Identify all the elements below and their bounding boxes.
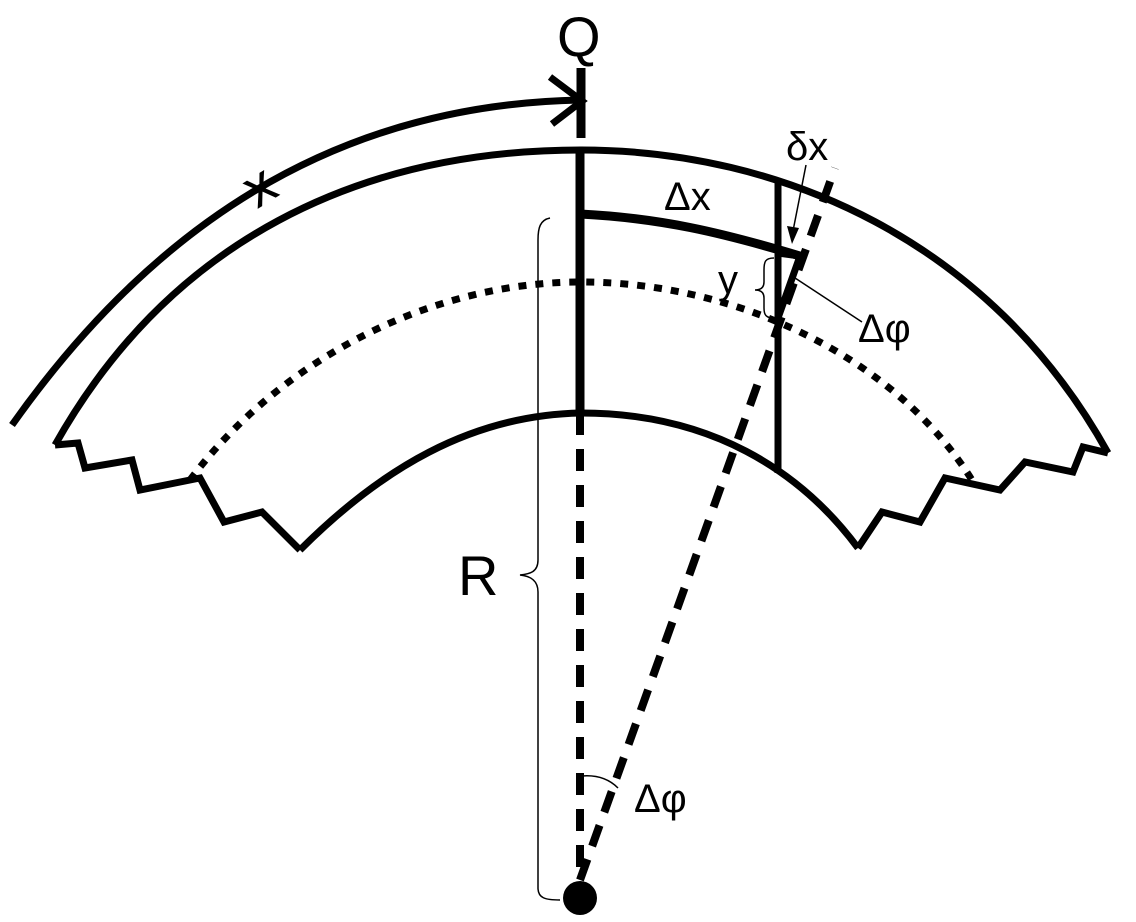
beam-right-break <box>855 442 1109 550</box>
label-delta-x: Δx <box>664 175 711 219</box>
arc-length-x-curve <box>9 96 581 428</box>
beam-outer-surface <box>51 146 1112 455</box>
small-delta-x-arrowhead <box>787 226 799 244</box>
label-r: R <box>458 544 498 607</box>
label-q: Q <box>557 5 601 68</box>
label-y: y <box>718 258 738 302</box>
radius-brace <box>519 217 561 901</box>
radius-axis-inclined <box>576 166 839 882</box>
beam-left-break <box>54 439 303 553</box>
label-delta-phi-bottom: Δφ <box>634 777 687 821</box>
delta-phi-leader-top <box>791 275 863 323</box>
delta-x-fiber <box>579 209 802 261</box>
delta-phi-arc-bottom <box>581 775 619 789</box>
y-brace <box>754 257 775 319</box>
label-delta-phi-top: Δφ <box>858 307 911 351</box>
small-delta-x-arrow <box>791 164 807 237</box>
label-x: x <box>230 151 287 219</box>
neutral-axis <box>187 278 979 487</box>
label-small-delta-x: δx <box>786 125 828 169</box>
center-point <box>563 881 597 915</box>
